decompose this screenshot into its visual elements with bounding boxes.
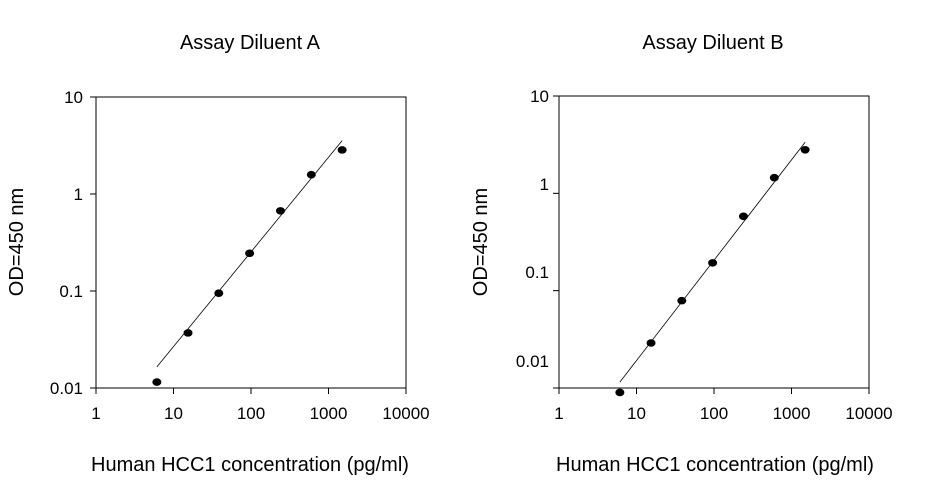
panel-a-y-axis-label: OD=450 nm (6, 188, 28, 296)
panel-b-x-axis-label: Human HCC1 concentration (pg/ml) (556, 454, 874, 476)
data-point (769, 173, 779, 182)
panel-a-tick-marks (90, 96, 407, 394)
data-point (337, 146, 347, 154)
panel-a-ytick-label: 0.01 (50, 379, 83, 398)
data-point (275, 207, 285, 215)
panel-a-xtick-label: 100 (237, 404, 265, 423)
data-point (738, 212, 748, 221)
data-point (152, 378, 162, 386)
panel-b-ytick-label: 0.01 (516, 352, 549, 371)
data-point (708, 259, 718, 267)
panel-a-ytick-label: 1 (74, 185, 83, 204)
data-point (306, 170, 316, 179)
panel-b-xtick-label: 10000 (845, 404, 892, 423)
data-point (677, 296, 687, 305)
panel-a-ytick-label: 0.1 (59, 282, 83, 301)
panel-a-x-axis-label: Human HCC1 concentration (pg/ml) (91, 454, 409, 476)
panel-b-tick-marks (553, 95, 870, 394)
panel-b-xtick-label: 1000 (773, 404, 811, 423)
panel-b-plot-frame (558, 95, 870, 389)
panel-a-title: Assay Diluent A (180, 32, 321, 54)
panel-b-xtick-label: 10 (627, 404, 646, 423)
data-point (245, 249, 255, 258)
data-point (214, 289, 224, 297)
data-point (183, 329, 193, 337)
data-point (615, 388, 625, 397)
data-point (646, 339, 656, 347)
panel-b-xtick-label: 100 (700, 404, 728, 423)
panel-a-data-marks (152, 140, 347, 386)
panel-a: Assay Diluent A 0.01 0.1 1 10 1 10 100 1… (6, 32, 430, 476)
panel-a-xtick-label: 10000 (382, 404, 429, 423)
panel-b-ytick-label: 0.1 (525, 263, 549, 282)
panel-a-xtick-label: 10 (164, 404, 183, 423)
data-point (800, 146, 810, 154)
panel-a-xtick-label: 1000 (310, 404, 348, 423)
panel-b-title: Assay Diluent B (642, 32, 783, 54)
panel-b-data-marks (615, 141, 810, 397)
panel-a-ytick-label: 10 (64, 88, 83, 107)
panel-b-ytick-label: 1 (540, 175, 549, 194)
panel-b: Assay Diluent B 0.01 0.1 1 10 1 10 100 1… (470, 32, 893, 476)
panel-b-xtick-label: 1 (554, 404, 563, 423)
panel-a-plot-frame (95, 96, 407, 389)
panel-b-y-axis-label: OD=450 nm (470, 188, 492, 296)
panel-b-ytick-label: 10 (530, 87, 549, 106)
panel-a-xtick-label: 1 (91, 404, 100, 423)
